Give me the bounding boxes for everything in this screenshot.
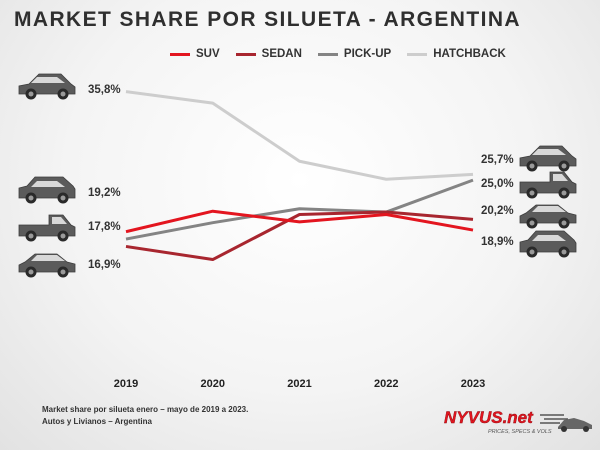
value-label-sedan-end: 20,2% xyxy=(481,205,514,217)
suv-car-icon xyxy=(18,176,76,204)
value-label-pick-up-start: 17,8% xyxy=(88,221,121,233)
suv-car-icon xyxy=(519,230,577,258)
series-line-suv xyxy=(125,209,474,234)
sedan-car-icon xyxy=(18,253,76,278)
value-label-pick-up-end: 25,0% xyxy=(481,178,514,190)
legend-swatch-sedan xyxy=(235,52,256,56)
footnote-line-2: Autos y Livianos – Argentina xyxy=(42,417,152,426)
legend-label-sedan: SEDAN xyxy=(261,48,302,60)
legend-item-sedan: SEDAN xyxy=(235,48,302,60)
legend-item-pickup: PICK-UP xyxy=(317,48,392,60)
legend-swatch-pickup xyxy=(317,52,338,56)
chart-footnote: Market share por silueta enero – mayo de… xyxy=(42,404,248,428)
speed-lines-icon xyxy=(540,414,568,424)
sports-car-icon xyxy=(558,418,592,432)
chart-title: MARKET SHARE POR SILUETA - ARGENTINA xyxy=(14,8,521,31)
x-tick-label-2020: 2020 xyxy=(201,378,225,390)
hatchback-car-icon xyxy=(519,145,577,172)
brand-name: NYVUS.net xyxy=(444,408,534,427)
sedan-car-icon xyxy=(519,204,577,229)
value-label-hatchback-end: 25,7% xyxy=(481,154,514,166)
hatchback-car-icon xyxy=(18,73,76,100)
legend-item-hatchback: HATCHBACK xyxy=(407,48,506,60)
x-tick-label-2019: 2019 xyxy=(114,378,138,390)
legend-item-suv: SUV xyxy=(170,48,220,60)
legend-swatch-suv xyxy=(170,52,190,56)
nyvus-logo: NYVUS.net PRICES, SPECS & VOLS xyxy=(444,408,592,435)
series-line-hatchback xyxy=(125,90,474,181)
value-label-sedan-start: 16,9% xyxy=(88,259,121,271)
brand-tagline: PRICES, SPECS & VOLS xyxy=(488,429,552,435)
pickup-truck-icon xyxy=(519,171,577,199)
x-tick-label-2022: 2022 xyxy=(374,378,398,390)
legend-label-hatchback: HATCHBACK xyxy=(433,48,506,60)
chart-legend: SUV SEDAN PICK-UP HATCHBACK xyxy=(170,46,506,62)
value-label-hatchback-start: 35,8% xyxy=(88,84,121,96)
legend-swatch-hatchback xyxy=(407,52,428,56)
legend-label-pickup: PICK-UP xyxy=(343,48,392,60)
series-line-pick-up xyxy=(125,178,474,241)
x-tick-label-2021: 2021 xyxy=(287,378,311,390)
footnote-line-1: Market share por silueta enero – mayo de… xyxy=(42,405,249,414)
pickup-truck-icon xyxy=(18,214,76,242)
value-label-suv-end: 18,9% xyxy=(481,236,514,248)
legend-label-suv: SUV xyxy=(196,48,220,60)
value-label-extra-0: 19,2% xyxy=(88,187,121,199)
series-line-sedan xyxy=(125,210,474,262)
x-tick-label-2023: 2023 xyxy=(461,378,485,390)
